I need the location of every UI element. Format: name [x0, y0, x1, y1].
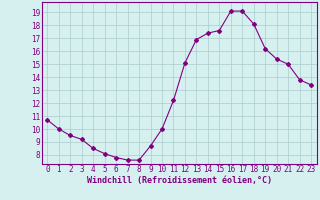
X-axis label: Windchill (Refroidissement éolien,°C): Windchill (Refroidissement éolien,°C) — [87, 176, 272, 185]
